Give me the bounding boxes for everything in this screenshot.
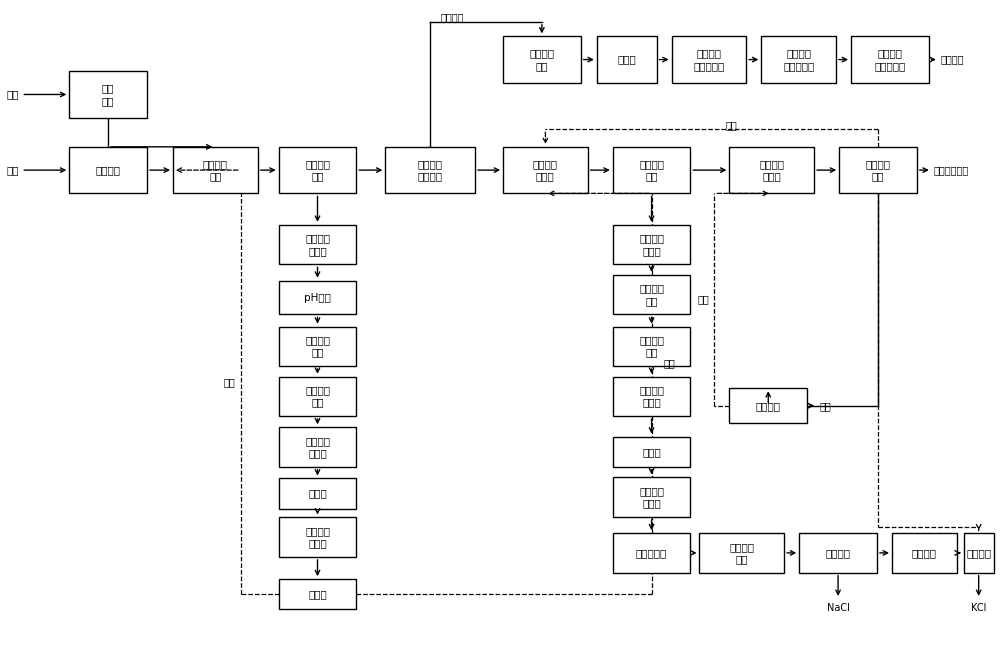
Bar	[279, 225, 356, 264]
Text: 酸溶解反
应釜: 酸溶解反 应釜	[203, 159, 228, 181]
Text: 多相催化
氧化塔: 多相催化 氧化塔	[305, 526, 330, 548]
Bar	[597, 36, 657, 83]
Bar	[892, 533, 957, 573]
Bar	[503, 36, 581, 83]
Text: 除重反应
装置: 除重反应 装置	[639, 335, 664, 358]
Bar	[613, 225, 690, 264]
Text: 除重沉定
反应池: 除重沉定 反应池	[305, 436, 330, 458]
Text: 二级多相
催化氧化塔: 二级多相 催化氧化塔	[783, 49, 814, 71]
Bar	[69, 147, 147, 193]
Bar	[799, 533, 877, 573]
Bar	[613, 147, 690, 193]
Text: 冷凝水罐: 冷凝水罐	[756, 401, 781, 411]
Text: 除重反应
装置: 除重反应 装置	[305, 385, 330, 408]
Bar	[279, 517, 356, 557]
Bar	[851, 36, 929, 83]
Text: 一次蒸发
结晶: 一次蒸发 结晶	[729, 541, 754, 564]
Text: 二次脱水
收集池: 二次脱水 收集池	[639, 233, 664, 256]
Text: 废酸: 废酸	[7, 89, 19, 99]
Text: 高温结晶: 高温结晶	[826, 548, 851, 558]
Text: 蒸发收集池: 蒸发收集池	[636, 548, 667, 558]
Text: 多相催化
氧化塔: 多相催化 氧化塔	[639, 486, 664, 508]
Bar	[279, 326, 356, 366]
Text: 补水: 补水	[698, 294, 709, 304]
Text: 电芬顿流
动床: 电芬顿流 动床	[305, 335, 330, 358]
Bar	[385, 147, 475, 193]
Bar	[839, 147, 917, 193]
Text: 达标排放: 达标排放	[941, 55, 964, 65]
Bar	[613, 275, 690, 314]
Text: 二次脱水
装置: 二次脱水 装置	[639, 159, 664, 181]
Text: 一级多相
催化氧化塔: 一级多相 催化氧化塔	[693, 49, 725, 71]
Bar	[672, 36, 746, 83]
Text: pH调节: pH调节	[304, 292, 331, 302]
Text: 电芬顿流
动床: 电芬顿流 动床	[639, 284, 664, 306]
Bar	[279, 478, 356, 509]
Text: 高温裂解
成套装置: 高温裂解 成套装置	[418, 159, 443, 181]
Text: 还原塔: 还原塔	[308, 489, 327, 499]
Text: 还原塔: 还原塔	[642, 447, 661, 457]
Bar	[279, 377, 356, 416]
Bar	[613, 478, 690, 517]
Bar	[173, 147, 258, 193]
Text: 补水: 补水	[726, 120, 737, 130]
Text: 排水: 排水	[819, 401, 831, 411]
Bar	[964, 533, 994, 573]
Bar	[69, 71, 147, 118]
Text: NaCl: NaCl	[827, 603, 849, 613]
Text: 多管除尘
装置: 多管除尘 装置	[529, 49, 554, 71]
Bar	[613, 326, 690, 366]
Text: 进料料仓: 进料料仓	[96, 165, 121, 175]
Bar	[613, 533, 690, 573]
Text: 二次溶解
反应釜: 二次溶解 反应釜	[533, 159, 558, 181]
Text: 三次溶解
反应釜: 三次溶解 反应釜	[759, 159, 784, 181]
Bar	[279, 280, 356, 314]
Bar	[503, 147, 588, 193]
Bar	[761, 36, 836, 83]
Text: 补水: 补水	[664, 358, 675, 368]
Text: 飞灰质粉煤灰: 飞灰质粉煤灰	[934, 165, 969, 175]
Text: 补水: 补水	[224, 377, 236, 387]
Text: 收集池: 收集池	[308, 589, 327, 599]
Bar	[279, 428, 356, 467]
Bar	[613, 377, 690, 416]
Text: 急冷塔: 急冷塔	[617, 55, 636, 65]
Text: 一次脱水
装置: 一次脱水 装置	[305, 159, 330, 181]
Text: 冷却结晶: 冷却结晶	[966, 548, 991, 558]
Text: 湿发电催
化氧化装置: 湿发电催 化氧化装置	[874, 49, 906, 71]
Bar	[699, 533, 784, 573]
Bar	[613, 436, 690, 467]
Bar	[279, 579, 356, 609]
Bar	[279, 147, 356, 193]
Text: 一次脱水
收集池: 一次脱水 收集池	[305, 233, 330, 256]
Bar	[729, 147, 814, 193]
Text: 三次脱水
装置: 三次脱水 装置	[865, 159, 890, 181]
Text: 飞灰: 飞灰	[7, 165, 19, 175]
Text: 除重沉定
反应池: 除重沉定 反应池	[639, 385, 664, 408]
Text: 裂解废气: 裂解废气	[440, 12, 464, 22]
Bar	[729, 388, 807, 423]
Text: 二次蒸发: 二次蒸发	[912, 548, 937, 558]
Text: 废酸
贮罐: 废酸 贮罐	[102, 83, 114, 106]
Text: KCl: KCl	[971, 603, 986, 613]
